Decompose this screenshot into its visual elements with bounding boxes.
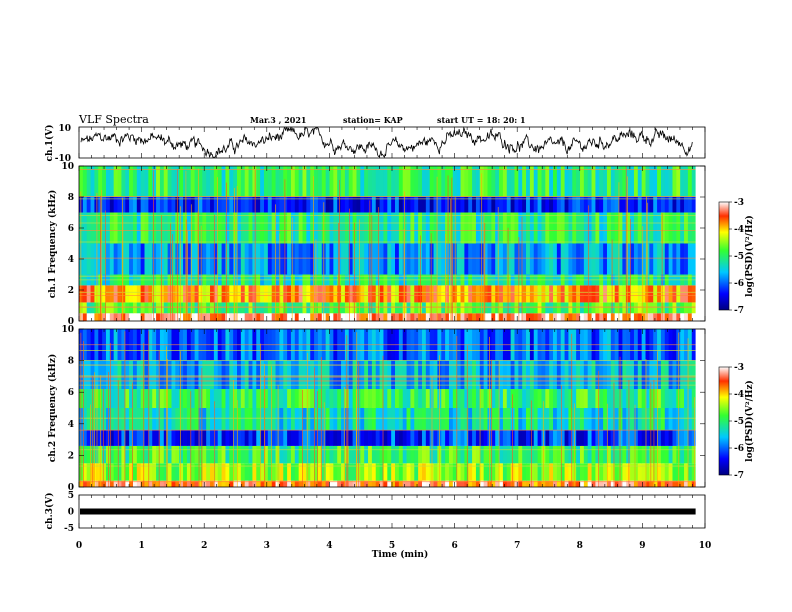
ch3-waveform-line <box>80 508 696 515</box>
frequency-tick-label: 0 <box>68 317 74 327</box>
ch3-waveform-ylabel: ch.3(V) <box>44 493 55 530</box>
frequency-tick-label: 0 <box>68 483 74 493</box>
ch2-spectrogram-yticks: 0 2 4 6 8 10 <box>61 325 705 493</box>
time-tick-label: 4 <box>326 541 332 551</box>
date-label: Mar.3 , 2021 <box>250 115 307 125</box>
ch2-spectrogram-xticks <box>78 329 706 487</box>
frequency-tick-label: 4 <box>68 420 74 430</box>
time-tick-label: 10 <box>699 541 712 551</box>
time-tick-label: 5 <box>389 541 395 551</box>
ch1-spectrogram-yticks: 0 2 4 6 8 10 <box>61 162 705 327</box>
frequency-tick-label: 4 <box>68 255 74 265</box>
colorbar-tick-label: -6 <box>734 279 744 289</box>
time-tick-label: 8 <box>577 541 583 551</box>
frequency-tick-label: 2 <box>68 451 74 461</box>
ch2-colorbar-gradient <box>718 366 730 476</box>
colorbar-tick-label: -3 <box>734 198 744 208</box>
ch1-spectrogram-ylabel: ch.1 Frequency (kHz) <box>47 190 58 299</box>
colorbar-tick-label: -4 <box>734 390 744 400</box>
ch1-waveform-panel: 10 -10 ch.1(V) <box>44 124 706 164</box>
time-tick-label: 1 <box>138 541 144 551</box>
time-tick-label: 0 <box>76 541 82 551</box>
ch3-waveform-yticks: 5 0 -5 <box>64 491 74 534</box>
time-tick-label: 2 <box>201 541 207 551</box>
ch1-spectrogram-image <box>79 166 705 321</box>
ch1-ytick-top: 10 <box>58 124 71 134</box>
ch1-spectrogram-panel: 0 2 4 6 8 10 ch.1 Frequency (kHz) <box>47 162 706 327</box>
ch1-colorbar-gradient <box>718 201 730 311</box>
ch3-waveform-panel: 50-5 0 1 2 3 4 5 6 7 8 9 10 ch.3(V) Time (min) <box>44 491 711 560</box>
ch2-spectrogram-image <box>79 329 705 487</box>
colorbar-tick-label: -3 <box>734 363 744 373</box>
colorbar-tick-label: -4 <box>734 225 744 235</box>
frequency-tick-label: 6 <box>68 224 74 234</box>
colorbar-tick-label: -6 <box>734 444 744 454</box>
colorbar-tick-label: -7 <box>734 471 744 481</box>
frequency-tick-label: 8 <box>68 193 74 203</box>
frequency-tick-label: 6 <box>68 388 74 398</box>
ch1-waveform-xticks <box>78 127 706 158</box>
frequency-tick-label: 2 <box>68 286 74 296</box>
colorbar-tick-label: -5 <box>734 417 744 427</box>
time-tick-label: 3 <box>264 541 270 551</box>
ch1-ytick-bottom: -10 <box>55 154 71 164</box>
ch1-colorbar-label: log(PSD)(V²/Hz) <box>744 215 755 297</box>
frequency-tick-label: 10 <box>61 162 74 172</box>
time-tick-label: 9 <box>639 541 645 551</box>
ch3-ytick-label: 5 <box>68 491 74 501</box>
ch1-colorbar: -3 -4 -5 -6 -7 log(PSD)(V²/Hz) <box>718 198 755 316</box>
ch1-waveform-ylabel: ch.1(V) <box>44 125 55 162</box>
ch2-spectrogram-panel: 0 2 4 6 8 10 ch.2 Frequency (kHz) <box>47 325 706 493</box>
ch3-ytick-label: -5 <box>64 524 74 534</box>
time-tick-label: 6 <box>451 541 457 551</box>
ch3-ytick-label: 0 <box>68 508 74 518</box>
colorbar-tick-label: -5 <box>734 252 744 262</box>
time-tick-label: 7 <box>514 541 520 551</box>
ch2-spectrogram-ylabel: ch.2 Frequency (kHz) <box>47 354 58 463</box>
ch2-colorbar: -3 -4 -5 -6 -7 log(PSD)(V²/Hz) <box>718 363 755 481</box>
frequency-tick-label: 10 <box>61 325 74 335</box>
ch1-spectrogram-xticks <box>78 166 706 321</box>
ch1-colorbar-ticks: -3 -4 -5 -6 -7 <box>729 198 744 316</box>
time-axis-label: Time (min) <box>372 549 429 560</box>
time-axis-ticklabels: 0 1 2 3 4 5 6 7 8 9 10 <box>76 541 711 551</box>
figure-title: VLF Spectra <box>78 113 149 126</box>
ch2-colorbar-label: log(PSD)(V²/Hz) <box>744 380 755 462</box>
station-label: station= KAP <box>343 115 403 125</box>
colorbar-tick-label: -7 <box>734 306 744 316</box>
ch1-waveform-line <box>80 126 693 159</box>
ch2-colorbar-ticks: -3 -4 -5 -6 -7 <box>729 363 744 481</box>
ch3-waveform-xticks <box>78 495 706 528</box>
frequency-tick-label: 8 <box>68 357 74 367</box>
start-ut-label: start UT = 18: 20: 1 <box>437 115 526 125</box>
